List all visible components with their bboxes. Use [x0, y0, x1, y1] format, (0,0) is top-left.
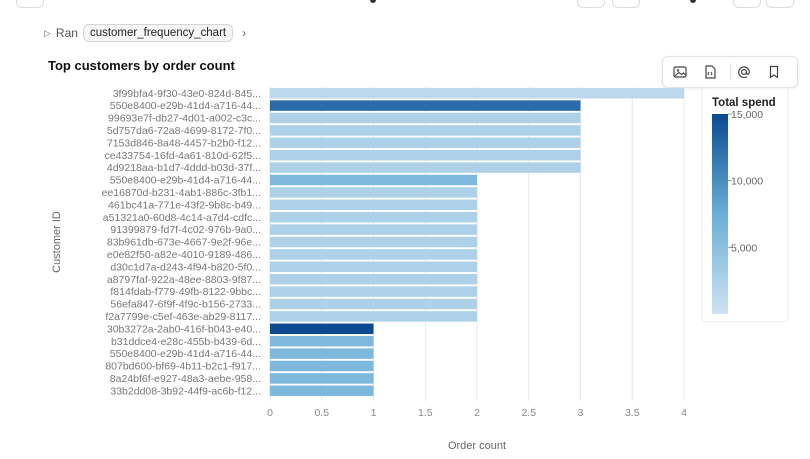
x-axis-title: Order count: [448, 440, 506, 452]
bar[interactable]: [270, 298, 477, 310]
bar[interactable]: [270, 373, 374, 384]
y-tick-label: a51321a0-60d8-4c14-a7d4-cdfc...: [103, 212, 261, 224]
y-tick-label: 550e8400-e29b-41d4-a716-44...: [110, 348, 261, 360]
y-tick-label: 550e8400-e29b-41d4-a716-44...: [110, 175, 261, 187]
top-action-button-3[interactable]: [733, 0, 761, 8]
toolbar-divider: [730, 63, 731, 81]
top-back-button[interactable]: [16, 0, 44, 8]
y-tick-label: e0e82f50-a82e-4010-9189-486...: [107, 249, 261, 261]
x-tick-label: 2: [474, 407, 480, 419]
y-tick-label: a8797faf-922a-48ee-8803-9f87...: [107, 274, 261, 286]
y-tick-label: 83b961db-673e-4667-9e2f-96e...: [107, 237, 261, 249]
y-tick-label: b31ddce4-e28c-455b-b439-6d...: [111, 336, 261, 348]
color-legend: Total spend 5,000 10,000 15,000: [701, 87, 789, 323]
bar[interactable]: [270, 187, 477, 198]
bar[interactable]: [270, 323, 374, 335]
chevron-right-icon[interactable]: ›: [242, 26, 247, 40]
play-icon: ▷: [44, 27, 51, 38]
bar[interactable]: [270, 236, 477, 248]
bar[interactable]: [270, 249, 477, 260]
bar[interactable]: [270, 211, 477, 223]
chart-toolbar: [662, 56, 798, 88]
y-tick-label: 7153d846-8a48-4457-b2b0-f12...: [107, 137, 261, 149]
bar[interactable]: [270, 335, 374, 347]
bar[interactable]: [270, 273, 477, 285]
x-tick-label: 0: [267, 407, 273, 419]
bar[interactable]: [270, 348, 374, 359]
chart-title: Top customers by order count: [48, 58, 235, 73]
y-tick-label: 461bc41a-771e-43f2-9b8c-b49...: [108, 199, 261, 211]
bar[interactable]: [270, 311, 477, 322]
y-tick-label: 99693e7f-db27-4d01-a002-c3c...: [108, 113, 261, 125]
bar[interactable]: [270, 100, 581, 111]
legend-tick-label: 10,000: [731, 176, 763, 188]
top-glyph: [370, 0, 376, 3]
y-axis-title: Customer ID: [51, 211, 63, 273]
bar[interactable]: [270, 137, 581, 149]
x-tick-label: 4: [681, 407, 687, 419]
color-scale-bar: [712, 114, 728, 314]
y-tick-label: 8a24bf6f-e927-48a3-aebe-958...: [110, 373, 261, 385]
mention-icon[interactable]: [736, 64, 752, 80]
y-tick-label: f2a7799e-c5ef-463e-ab29-8117...: [105, 311, 261, 323]
y-tick-label: 56efa847-6f9f-4f9c-b156-2733...: [110, 299, 261, 311]
y-tick-label: 91399879-fd7f-4c02-976b-9a0...: [110, 224, 261, 236]
y-tick-label: ce433754-16fd-4a61-810d-62f5...: [105, 150, 261, 162]
bar[interactable]: [270, 112, 581, 124]
bar[interactable]: [270, 125, 581, 136]
bar[interactable]: [270, 385, 374, 397]
y-tick-label: ee16870d-b231-4ab1-886c-3fb1...: [102, 187, 261, 199]
legend-tick-label: 15,000: [731, 109, 763, 121]
top-action-button-1[interactable]: [577, 0, 605, 8]
bookmark-icon[interactable]: [766, 64, 782, 80]
bar[interactable]: [270, 174, 477, 186]
image-icon[interactable]: [672, 64, 688, 80]
top-action-button-4[interactable]: [766, 0, 794, 8]
y-tick-label: 3f99bfa4-9f30-43e0-824d-845...: [113, 88, 261, 100]
y-tick-label: 550e8400-e29b-41d4-a716-44...: [110, 100, 261, 112]
bar[interactable]: [270, 87, 684, 99]
top-glyph: [690, 0, 696, 3]
y-tick-label: 5d757da6-72a8-4699-8172-7f0...: [107, 125, 261, 137]
bar[interactable]: [270, 286, 477, 297]
y-tick-label: f814fdab-f779-49fb-8122-9bbc...: [110, 286, 261, 298]
bar[interactable]: [270, 224, 477, 235]
ran-label: Ran: [55, 26, 78, 40]
bar[interactable]: [270, 360, 374, 372]
bar[interactable]: [270, 149, 581, 161]
bar[interactable]: [270, 199, 477, 211]
legend-tick-label: 5,000: [731, 242, 757, 254]
bar[interactable]: [270, 162, 581, 173]
x-tick-label: 3: [578, 407, 584, 419]
x-tick-label: 0.5: [314, 407, 329, 419]
x-tick-label: 3.5: [625, 407, 640, 419]
y-tick-label: 30b3272a-2ab0-416f-b043-e40...: [107, 323, 261, 335]
y-tick-label: d30c1d7a-d243-4f94-b820-5f0...: [110, 261, 261, 273]
chart-name-chip[interactable]: customer_frequency_chart: [82, 24, 234, 42]
y-tick-label: 807bd600-bf69-4b11-b2c1-f917...: [105, 361, 261, 373]
code-icon[interactable]: [702, 64, 718, 80]
y-tick-label: 4d9218aa-b1d7-4ddd-b03d-37f...: [107, 162, 261, 174]
run-breadcrumb: ▷ Ran customer_frequency_chart ›: [44, 24, 246, 42]
x-tick-label: 2.5: [521, 407, 536, 419]
top-action-button-2[interactable]: [612, 0, 640, 8]
x-tick-label: 1: [371, 407, 377, 419]
legend-title: Total spend: [712, 97, 776, 109]
x-tick-label: 1.5: [418, 407, 433, 419]
y-tick-label: 33b2dd08-3b92-44f9-ac6b-f12...: [110, 385, 261, 397]
bar[interactable]: [270, 261, 477, 273]
